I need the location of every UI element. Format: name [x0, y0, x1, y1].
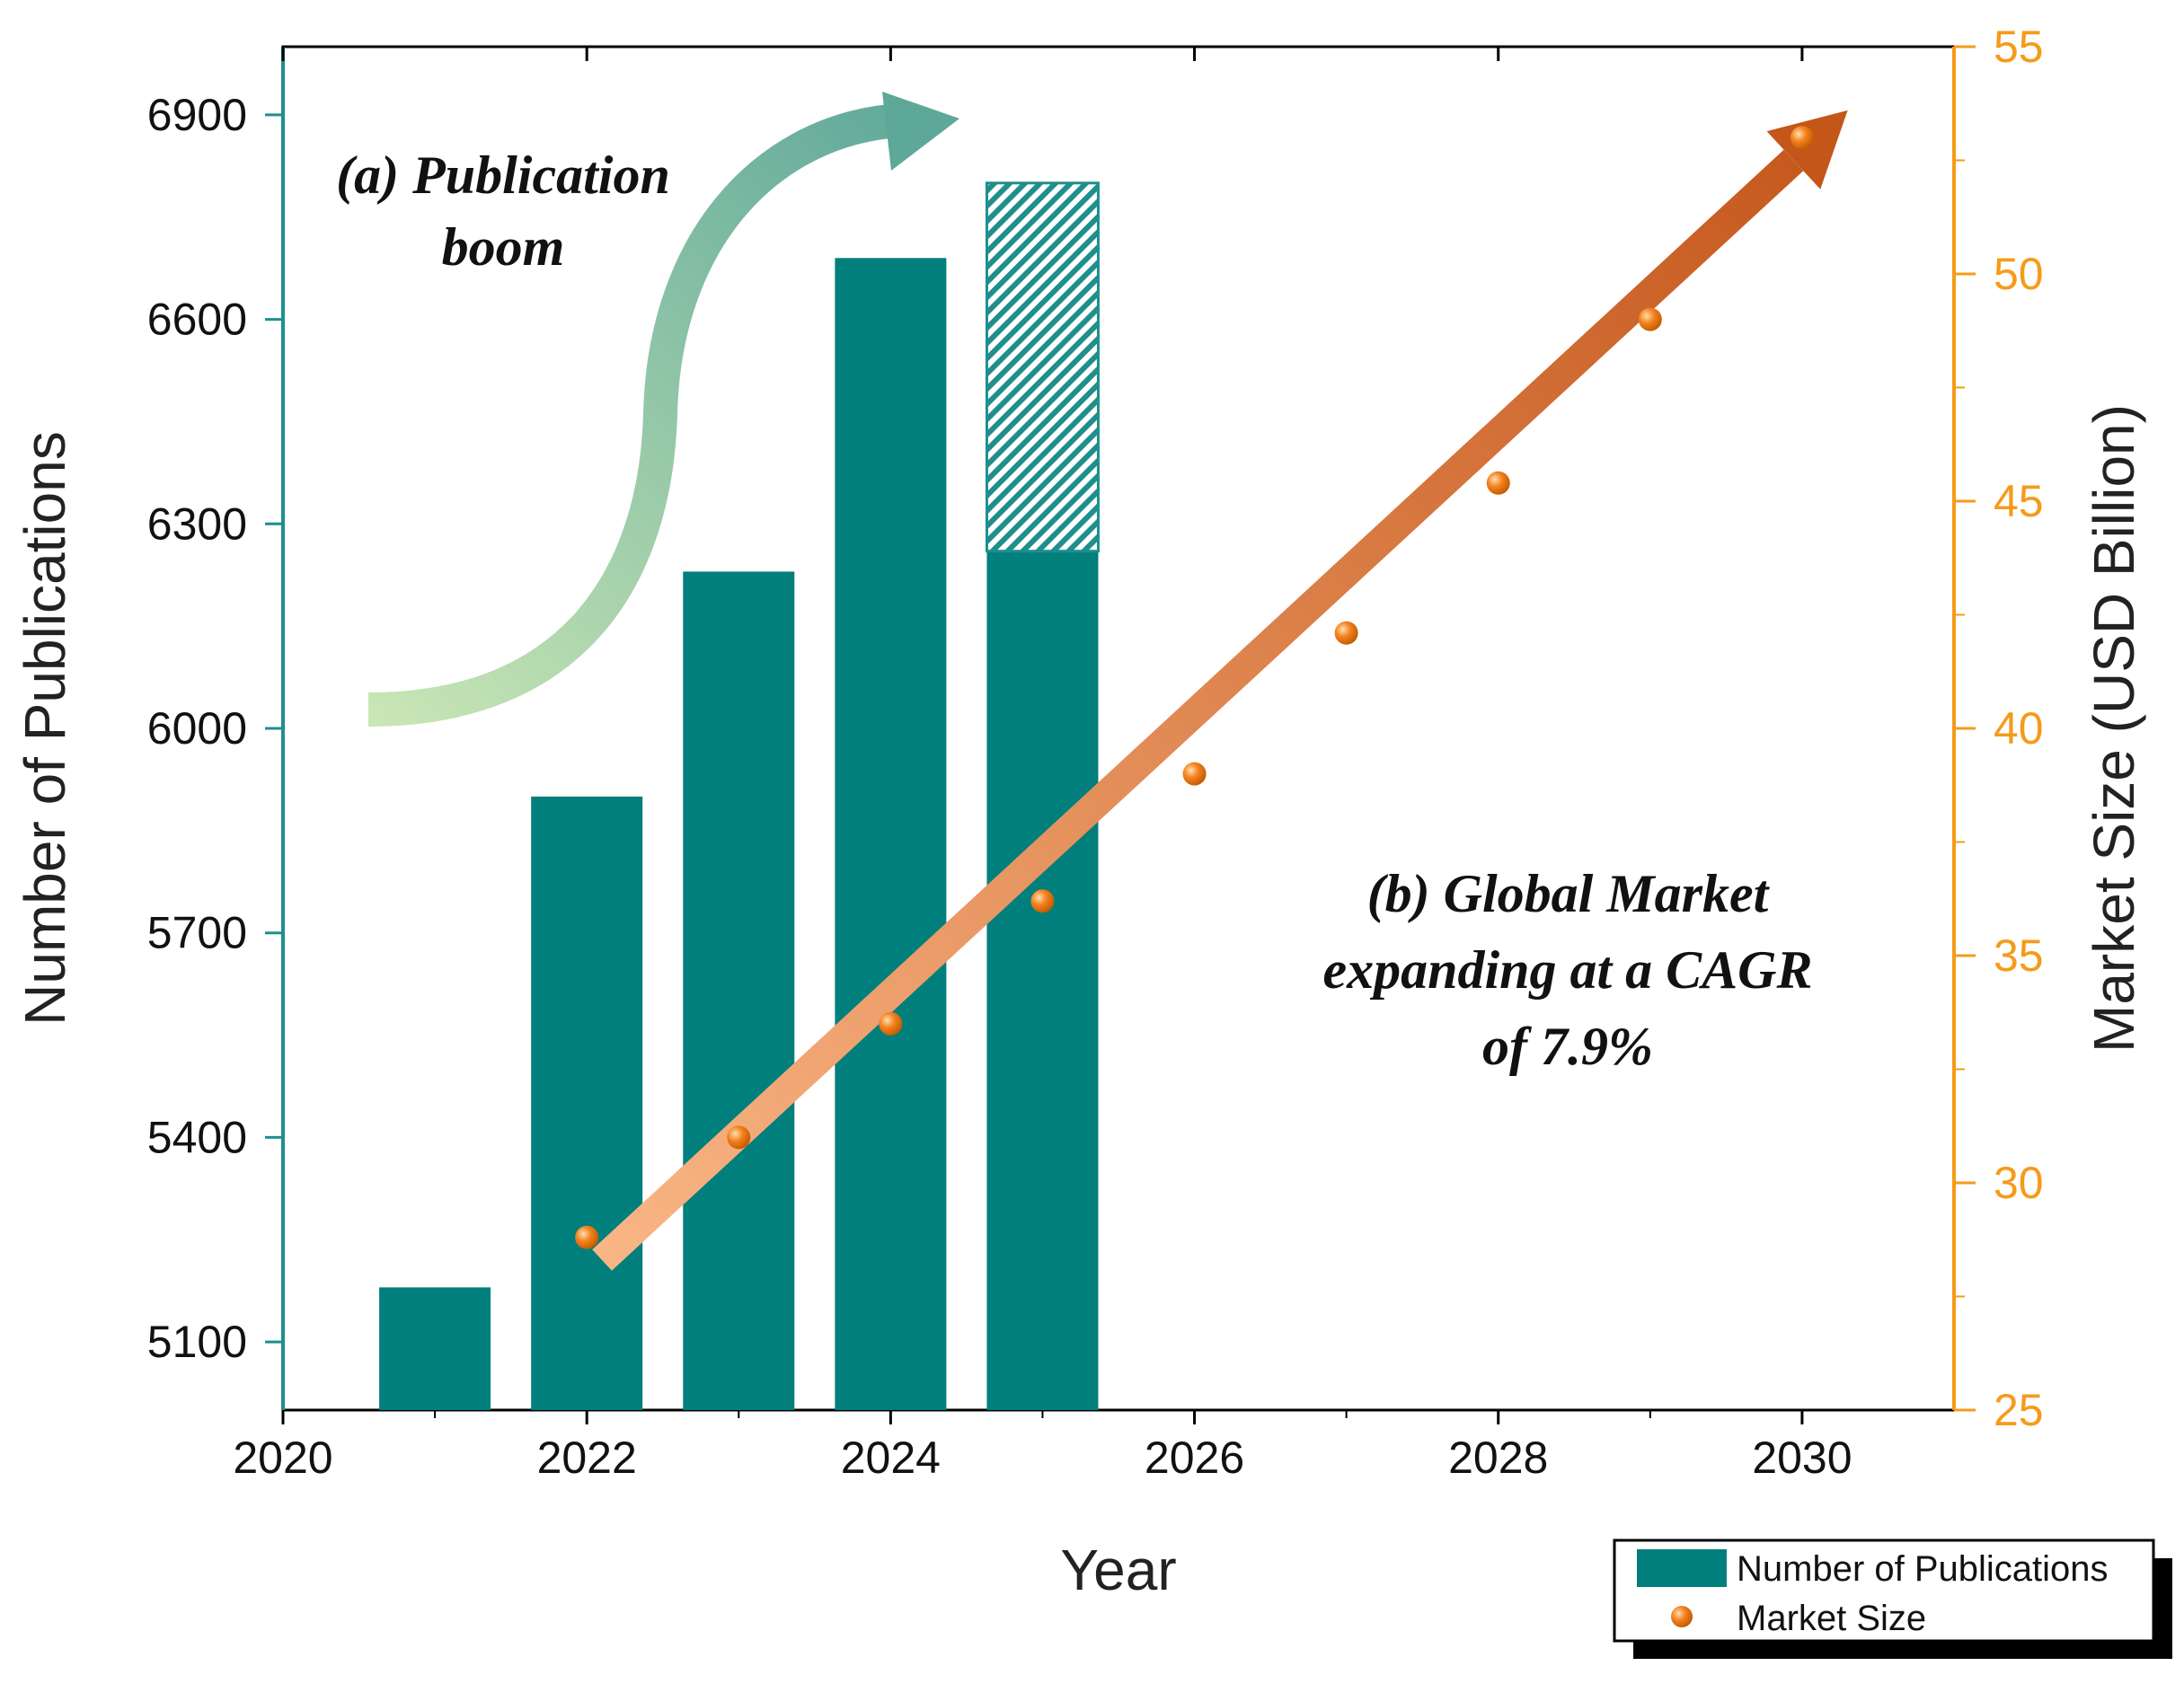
market-point-2030 [1790, 126, 1814, 150]
x-tick-label: 2024 [841, 1433, 941, 1483]
left-tick-label: 5700 [147, 908, 247, 958]
right-tick-label: 25 [1994, 1385, 2044, 1435]
left-tick-label: 5400 [147, 1112, 247, 1162]
left-tick-label: 5100 [147, 1317, 247, 1367]
x-axis: 2020 2022 2024 2026 2028 2030 [233, 47, 1852, 1483]
annotation-b-line2: expanding at a CAGR [1322, 940, 1812, 1000]
legend-market-marker [1671, 1606, 1693, 1627]
legend: Number of Publications Market Size [1613, 1539, 2172, 1659]
boom-arrow-body [367, 104, 892, 727]
right-axis-title: Market Size (USD Billion) [2082, 404, 2146, 1053]
x-tick-label: 2028 [1448, 1433, 1548, 1483]
right-tick-label: 50 [1994, 249, 2044, 299]
market-point-2024 [879, 1011, 903, 1036]
publication-bar-2023 [683, 571, 795, 1410]
publication-bar-2022 [531, 796, 643, 1410]
publication-boom-arrow [367, 92, 959, 727]
left-tick-label: 6900 [147, 90, 247, 140]
x-tick-label: 2022 [537, 1433, 637, 1483]
annotation-a-line2: boom [442, 217, 565, 277]
legend-label-publications: Number of Publications [1737, 1549, 2109, 1589]
publication-bar-2025 [986, 551, 1099, 1410]
boom-arrow-head [882, 92, 959, 171]
left-tick-label: 6300 [147, 498, 247, 549]
left-axis-title: Number of Publications [13, 431, 77, 1026]
market-point-2029 [1638, 307, 1662, 331]
trend-arrow-shaft [592, 149, 1804, 1271]
trend-arrow-head [1766, 110, 1848, 190]
market-point-2025 [1030, 889, 1055, 913]
market-point-2027 [1334, 621, 1358, 645]
right-tick-label: 40 [1994, 703, 2044, 754]
annotation-b-line3: of 7.9% [1482, 1017, 1653, 1076]
market-point-2026 [1182, 762, 1207, 786]
publication-bar-2021 [379, 1287, 491, 1410]
right-tick-label: 45 [1994, 476, 2044, 526]
right-tick-label: 35 [1994, 930, 2044, 981]
annotation-b-line1: (b) Global Market [1367, 864, 1771, 923]
right-tick-label: 30 [1994, 1158, 2044, 1208]
left-y-axis: 5100 5400 5700 6000 6300 6600 6900 [147, 90, 283, 1367]
right-tick-label: 55 [1994, 22, 2044, 72]
legend-bar-swatch [1637, 1549, 1727, 1587]
x-tick-label: 2020 [233, 1433, 332, 1483]
market-point-2022 [575, 1225, 599, 1249]
publication-bar-2024 [835, 258, 947, 1410]
market-trend-arrow [592, 110, 1848, 1271]
x-axis-title: Year [1060, 1538, 1176, 1602]
x-tick-label: 2026 [1145, 1433, 1244, 1483]
x-tick-label: 2030 [1752, 1433, 1852, 1483]
left-tick-label: 6600 [147, 295, 247, 345]
legend-box [1613, 1539, 2155, 1643]
market-point-2028 [1486, 471, 1510, 495]
left-tick-label: 6000 [147, 703, 247, 754]
market-size-points [575, 126, 1814, 1249]
publication-bars [379, 181, 1100, 1410]
publication-bar-projected-2025 [985, 181, 1100, 553]
legend-label-market: Market Size [1737, 1599, 1926, 1638]
right-y-axis: 25 30 35 40 45 50 55 [1954, 22, 2044, 1435]
market-point-2023 [727, 1125, 751, 1150]
annotation-a-line1: (a) Publication [336, 145, 670, 205]
